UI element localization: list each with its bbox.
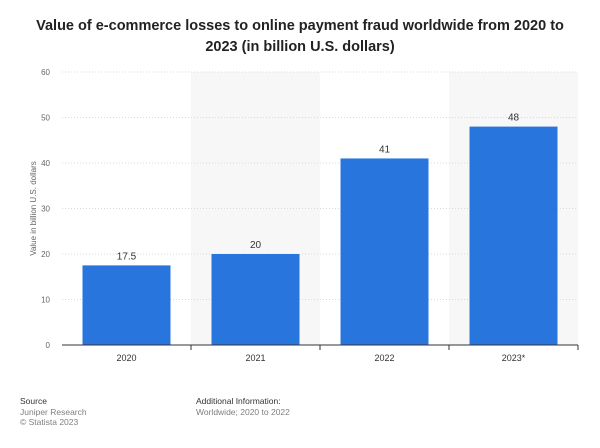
source-line: Juniper Research bbox=[20, 406, 87, 417]
bar bbox=[82, 265, 171, 345]
y-tick-label: 20 bbox=[41, 250, 50, 259]
y-tick-label: 10 bbox=[41, 296, 50, 305]
bar bbox=[469, 126, 558, 345]
bar bbox=[211, 254, 300, 345]
additional-info-line: Worldwide; 2020 to 2022 bbox=[196, 406, 290, 417]
bar-value-label: 41 bbox=[379, 144, 391, 155]
y-tick-label: 0 bbox=[46, 341, 51, 350]
y-axis-title: Value in billion U.S. dollars bbox=[29, 161, 38, 256]
x-tick-label: 2020 bbox=[116, 353, 136, 363]
y-tick-label: 30 bbox=[41, 205, 50, 214]
y-tick-label: 60 bbox=[41, 68, 50, 77]
bar-value-label: 48 bbox=[508, 113, 520, 124]
x-tick-label: 2021 bbox=[245, 353, 265, 363]
source-heading: Source bbox=[20, 396, 47, 406]
source-block: Source Juniper Research © Statista 2023 bbox=[20, 396, 87, 428]
y-tick-label: 50 bbox=[41, 114, 50, 123]
bar-value-label: 17.5 bbox=[117, 251, 137, 262]
bar-value-label: 20 bbox=[250, 240, 262, 251]
bar bbox=[340, 158, 429, 345]
additional-info-heading: Additional Information: bbox=[196, 396, 281, 406]
copyright-line: © Statista 2023 bbox=[20, 417, 79, 427]
x-tick-label: 2022 bbox=[374, 353, 394, 363]
chart-title: Value of e-commerce losses to online pay… bbox=[36, 18, 564, 55]
y-tick-label: 40 bbox=[41, 159, 50, 168]
additional-info-block: Additional Information: Worldwide; 2020 … bbox=[196, 396, 290, 417]
x-tick-label: 2023* bbox=[502, 353, 526, 363]
